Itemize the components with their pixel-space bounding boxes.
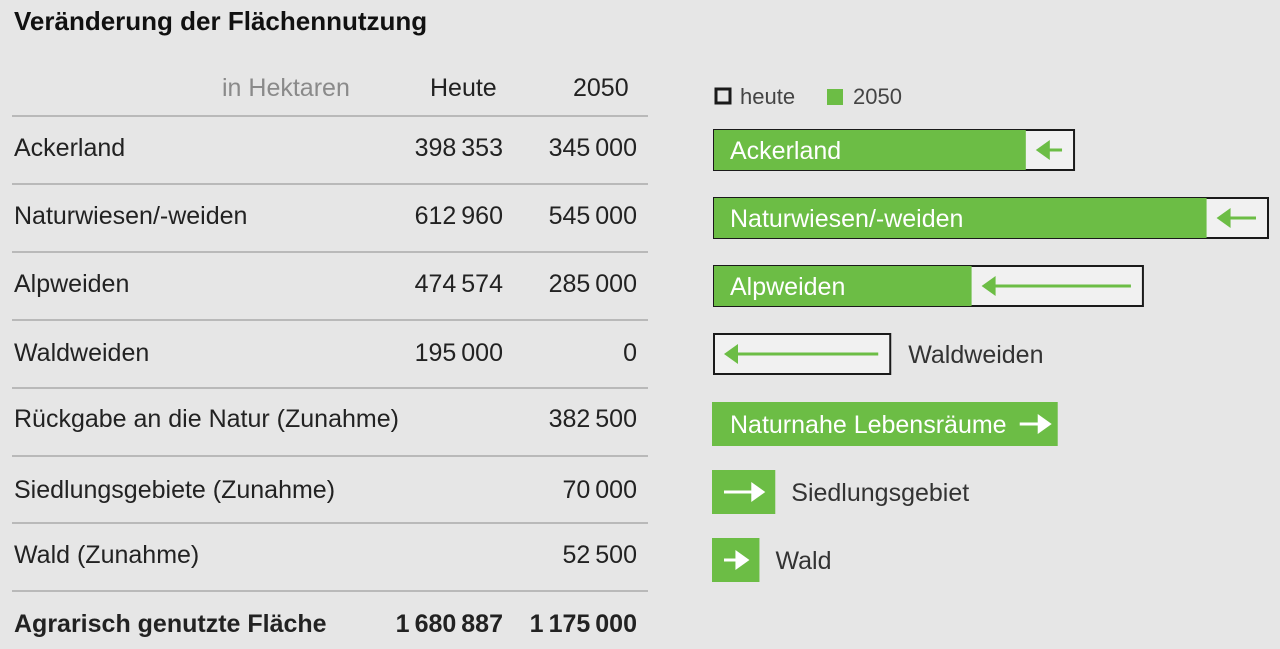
bar-label: Naturwiesen/-weiden — [730, 205, 963, 233]
total-today-value: 1 680 887 — [395, 610, 503, 638]
row-divider — [12, 183, 648, 185]
legend-label-heute: heute — [740, 84, 795, 109]
row-divider — [12, 251, 648, 253]
unit-header: in Hektaren — [222, 74, 350, 102]
legend-swatch-2050 — [827, 89, 843, 105]
row-today-value: 612 960 — [414, 202, 503, 230]
decrease-arrow-head — [1035, 140, 1050, 160]
increase-arrow-head — [1037, 414, 1052, 434]
row-label: Rückgabe an die Natur (Zunahme) — [14, 405, 399, 433]
bar-label: Naturnahe Lebensräume — [730, 411, 1007, 439]
increase-arrow-head — [751, 482, 766, 502]
total-label: Agrarisch genutzte Fläche — [14, 610, 327, 638]
row-divider — [12, 319, 648, 321]
row-divider — [12, 590, 648, 592]
row-2050-value: 0 — [623, 339, 637, 367]
row-divider — [12, 455, 648, 457]
row-2050-value: 345 000 — [548, 134, 637, 162]
decrease-arrow-head — [724, 344, 738, 364]
bar-label: Ackerland — [730, 137, 841, 165]
data-table: in Hektaren Heute 2050 Ackerland 398 353 345 … — [12, 74, 648, 638]
bar-2050 — [714, 266, 972, 306]
bar-side-label: Siedlungsgebiet — [791, 479, 969, 507]
chart-title: Veränderung der Flächennutzung — [14, 6, 428, 36]
row-today-value: 195 000 — [414, 339, 503, 367]
bar-side-label: Wald — [775, 547, 831, 575]
row-2050-value: 285 000 — [548, 270, 637, 298]
row-label: Siedlungsgebiete (Zunahme) — [14, 476, 336, 504]
row-divider — [12, 522, 648, 524]
row-divider — [12, 387, 648, 389]
bar-2050 — [714, 198, 1207, 238]
row-2050-value: 382 500 — [548, 405, 637, 433]
increase-arrow-head — [735, 550, 750, 570]
decrease-arrow-head — [981, 276, 996, 296]
row-divider — [12, 115, 648, 117]
row-2050-value: 52 500 — [562, 541, 637, 569]
decrease-arrow-head — [1216, 208, 1231, 228]
row-label: Waldweiden — [14, 339, 150, 367]
row-label: Wald (Zunahme) — [14, 541, 200, 569]
bar-2050 — [712, 402, 1058, 446]
row-label: Alpweiden — [14, 270, 130, 298]
total-2050-value: 1 175 000 — [529, 610, 637, 638]
bar-label: Alpweiden — [730, 273, 845, 301]
row-today-value: 398 353 — [414, 134, 503, 162]
bar-side-label: Waldweiden — [908, 341, 1043, 369]
row-2050-value: 70 000 — [562, 476, 637, 504]
legend-swatch-heute — [714, 87, 732, 105]
row-2050-value: 545 000 — [548, 202, 637, 230]
legend-label-2050: 2050 — [853, 84, 902, 109]
bar-2050 — [714, 130, 1026, 170]
row-label: Ackerland — [14, 134, 126, 162]
header-today: Heute — [430, 74, 497, 102]
header-2050: 2050 — [573, 74, 629, 102]
row-label: Naturwiesen/-weiden — [14, 202, 248, 230]
row-today-value: 474 574 — [414, 270, 503, 298]
